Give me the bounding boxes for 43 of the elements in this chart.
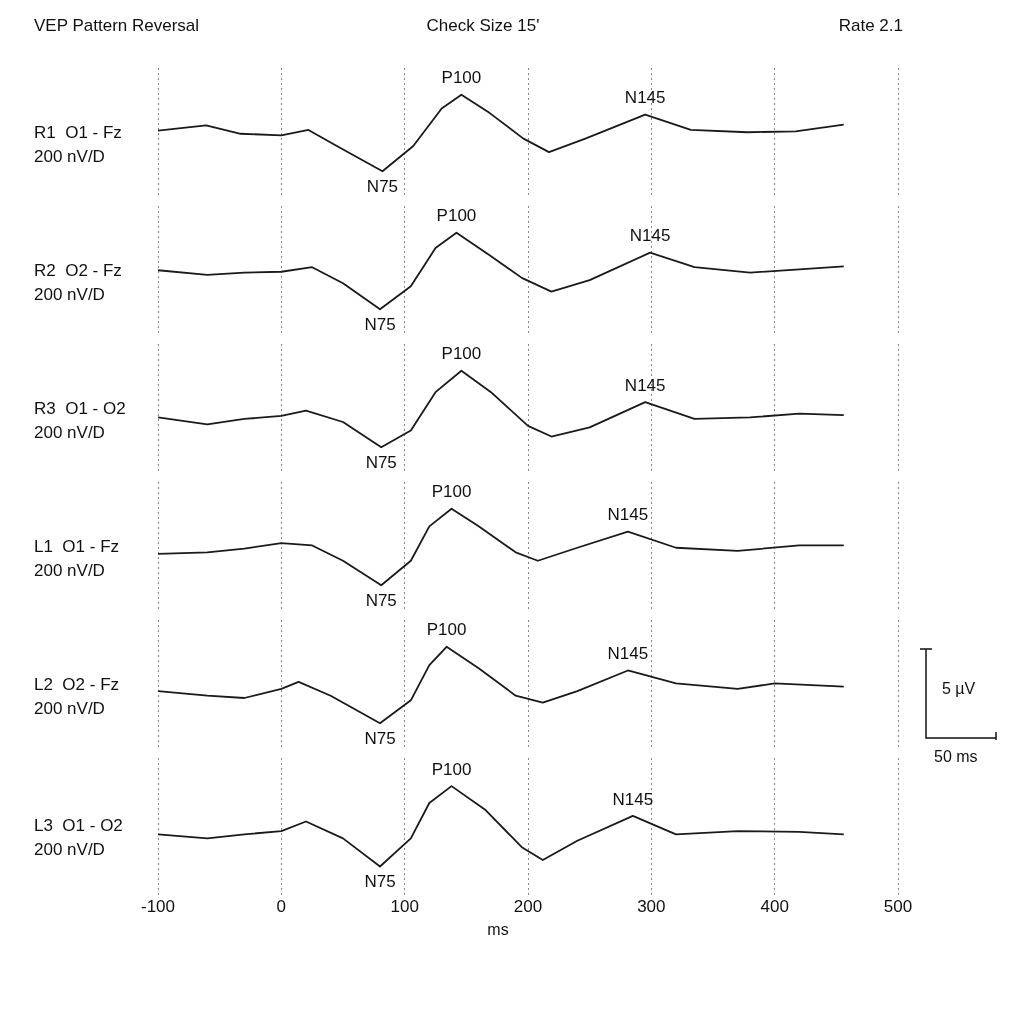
y-axis-title: R2 O2 - Fz	[34, 260, 122, 280]
annotation: P100	[431, 482, 472, 502]
annotation: N75	[364, 314, 396, 334]
y-axis-title: R1 O1 - Fz	[34, 122, 122, 142]
y-axis-title: L3 O1 - O2	[34, 815, 123, 835]
annotation: N75	[365, 452, 397, 472]
annotation: P100	[431, 759, 472, 779]
x-tick-label: 200	[513, 897, 543, 917]
chart-title: VEP Pattern Reversal	[34, 15, 200, 35]
x-tick-label: 300	[637, 897, 666, 917]
annotation: N75	[364, 728, 396, 748]
annotation: N145	[607, 644, 649, 664]
text: Rate 2.1	[838, 15, 903, 35]
y-axis-title: R3 O1 - O2	[34, 398, 126, 418]
text: 200 nV/D	[34, 698, 105, 718]
y-axis-title: L1 O1 - Fz	[34, 536, 120, 556]
text: 200 nV/D	[34, 146, 105, 166]
x-tick-label: 500	[883, 897, 913, 917]
text: 50 ms	[934, 748, 978, 766]
annotation: N75	[364, 872, 396, 892]
annotation: N75	[366, 176, 399, 196]
annotation: N145	[629, 226, 671, 246]
y-axis-title: L2 O2 - Fz	[34, 674, 120, 694]
x-tick-label: -100	[140, 897, 176, 917]
text: 5 µV	[942, 680, 976, 698]
x-tick-label: 400	[760, 897, 789, 917]
x-tick-label: 100	[390, 897, 419, 917]
annotation: N75	[365, 590, 397, 610]
chart-subtitle: Check Size 15'	[426, 15, 540, 35]
text: 200 nV/D	[34, 284, 105, 304]
annotation: P100	[441, 68, 482, 88]
annotation: N145	[612, 789, 654, 809]
annotation: N145	[624, 375, 666, 395]
text: 200 nV/D	[34, 422, 105, 442]
x-axis-title: ms	[487, 921, 509, 939]
annotation: P100	[426, 620, 467, 640]
x-tick-label: 0	[276, 897, 287, 917]
text: 200 nV/D	[34, 560, 105, 580]
annotation: P100	[436, 206, 477, 226]
annotation: P100	[441, 344, 482, 364]
annotation: N145	[624, 88, 666, 108]
text: 200 nV/D	[34, 839, 105, 859]
annotation: N145	[607, 505, 649, 525]
